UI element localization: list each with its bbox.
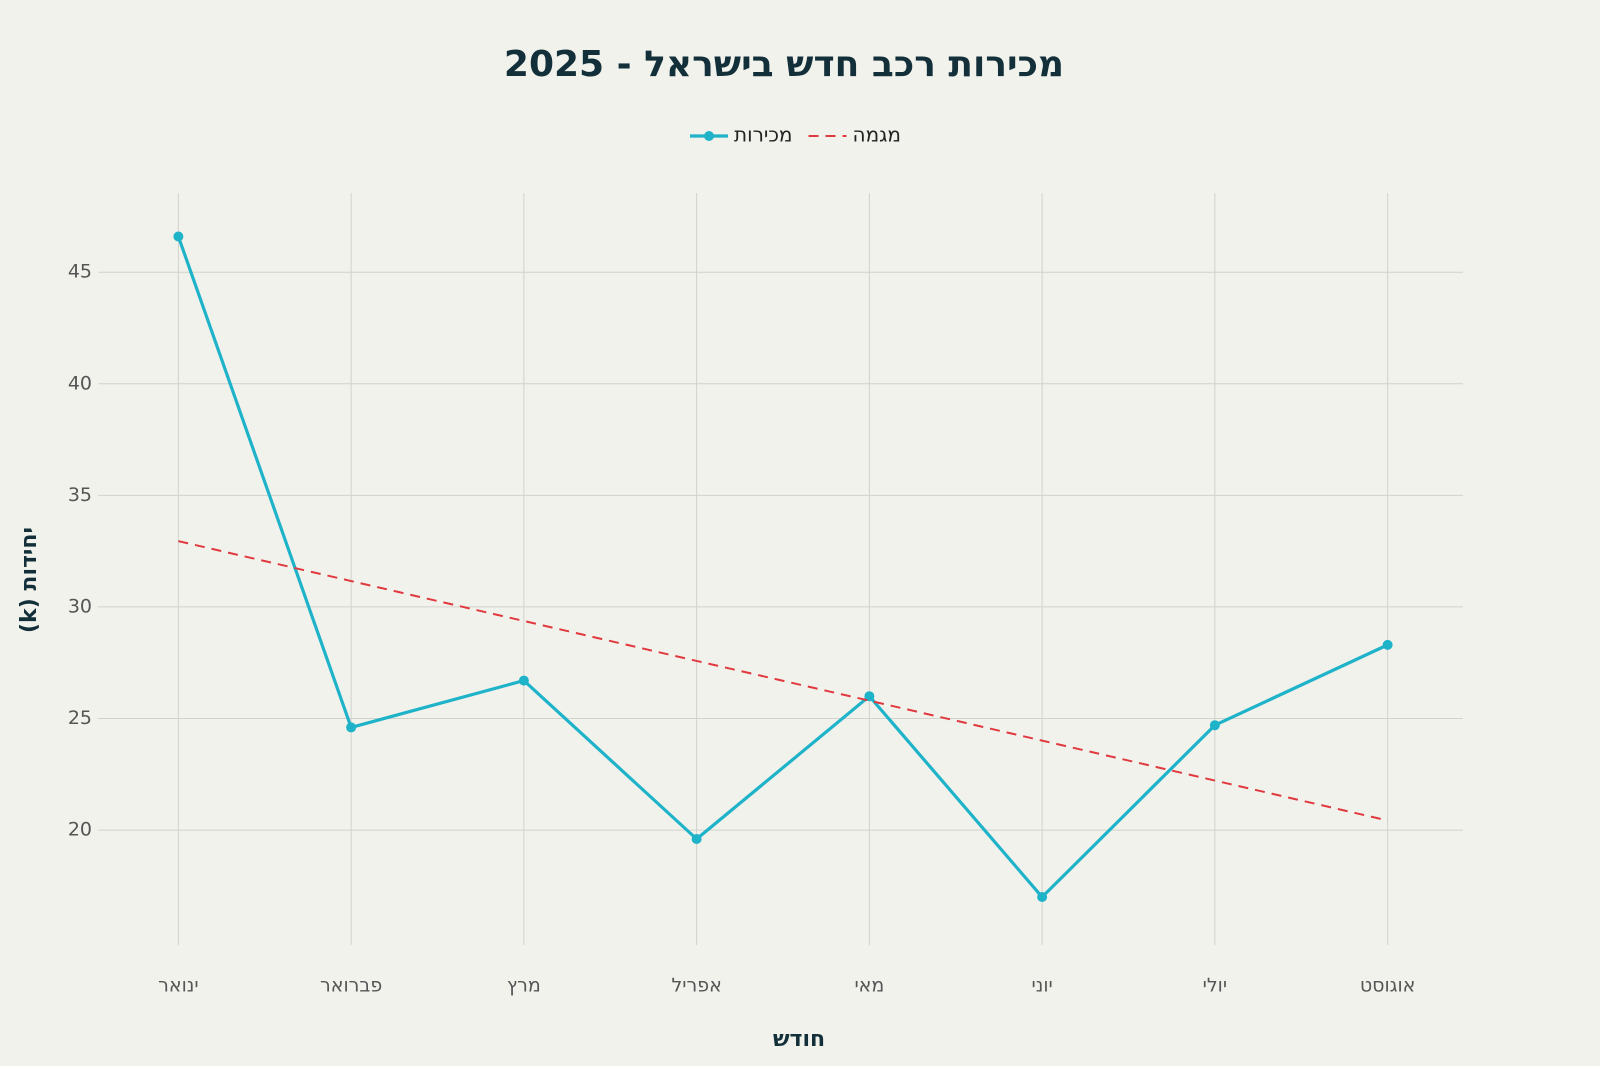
x-tick-label: מאי: [854, 975, 884, 997]
y-tick-label: 40: [68, 372, 92, 394]
chart-title: מכירות רכב חדש בישראל - 2025: [504, 44, 1064, 85]
x-tick-label: מרץ: [507, 975, 541, 997]
data-point: [864, 691, 875, 702]
data-point: [1209, 720, 1220, 731]
data-point: [518, 675, 529, 686]
x-tick-label: אוגוסט: [1360, 975, 1416, 997]
data-point: [173, 231, 184, 242]
legend-label: מגמה: [853, 123, 901, 147]
y-tick-label: 20: [68, 819, 92, 841]
y-tick-label: 30: [68, 595, 92, 617]
x-tick-label: יולי: [1203, 975, 1227, 997]
legend-marker: [704, 131, 714, 141]
x-axis-title: חודש: [773, 1027, 825, 1052]
y-axis-title: יחידות (k): [17, 527, 42, 633]
data-point: [1382, 639, 1393, 650]
x-tick-label: ינואר: [158, 975, 198, 997]
series-line: [176, 235, 1389, 899]
data-point: [691, 834, 702, 845]
y-tick-label: 25: [68, 707, 92, 729]
legend-label: מכירות: [734, 123, 793, 147]
x-tick-label: יוני: [1031, 975, 1052, 997]
x-tick-label: אפריל: [671, 975, 721, 997]
y-tick-label: 45: [68, 261, 92, 283]
x-tick-label: פברואר: [320, 975, 382, 997]
y-tick-label: 35: [68, 484, 92, 506]
data-point: [346, 722, 357, 733]
series-line: [178, 540, 1388, 822]
data-point: [1037, 892, 1048, 903]
